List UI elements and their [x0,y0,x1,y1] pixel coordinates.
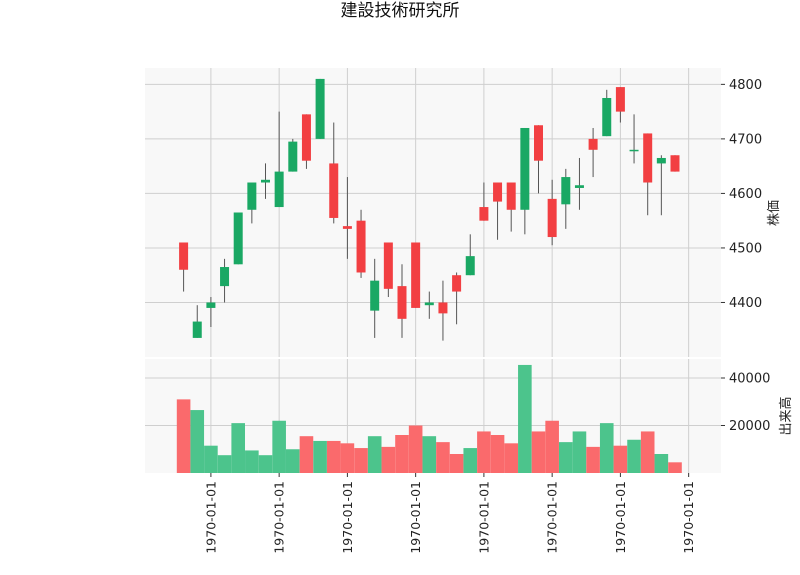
volume-bar [586,446,600,473]
volume-bar [463,448,478,473]
volume-bar [176,399,191,473]
candle-body [506,182,516,210]
volume-tick-label: 40000 [729,372,770,387]
volume-bar [299,436,314,473]
price-tick-label: 4600 [729,187,762,202]
volume-tick-label: 20000 [729,419,770,434]
volume-bar [572,431,587,473]
candle-body [465,256,475,276]
candle-body [670,155,680,172]
candle-body [274,171,284,208]
volume-bar [654,454,669,473]
date-tick-label: 1970-01-01 [613,481,628,554]
volume-bar [613,445,628,473]
volume-bar [436,442,450,473]
candle-body [629,149,639,152]
candle-body [261,179,270,183]
volume-bar [422,436,437,473]
candle-body [438,302,448,314]
candle-body [315,78,325,139]
date-tick-label: 1970-01-01 [681,481,696,554]
date-tick-label: 1970-01-01 [476,481,491,554]
price-tick-label: 4800 [729,78,762,93]
candle-body [397,286,407,319]
volume-bar [272,420,286,473]
candle-body [561,177,571,205]
volume-bar [204,445,218,473]
volume-axis-label: 出来高 [778,396,794,435]
volume-axis-ticks: 20000 40000 [721,372,770,434]
price-tick-label: 4400 [729,296,762,311]
price-axis-label: 株価 [767,200,782,226]
candle-body [288,141,298,172]
volume-bar [395,435,409,473]
candle-body [574,185,584,188]
volume-bar [258,455,273,473]
candle-body [534,125,543,161]
date-tick-label: 1970-01-01 [545,481,560,554]
candle-body [493,182,503,202]
volume-bar [354,448,368,473]
candle-body [479,207,489,221]
candle-body [656,157,666,164]
volume-bar [477,431,491,473]
volume-bar [286,449,300,473]
candle-body [192,321,202,338]
candle-body [206,302,216,308]
volume-bar [518,364,532,473]
volume-bar [217,455,232,473]
candle-body [643,133,653,183]
candle-body [370,280,380,311]
price-panel [145,68,721,357]
volume-bar [627,439,641,473]
volume-bar [559,442,573,473]
candle-body [383,242,393,289]
candle-body [411,242,421,308]
volume-bars [176,364,682,473]
candles [179,78,680,341]
volume-bar [504,443,518,473]
volume-bar [190,410,205,473]
candle-body [301,114,311,161]
volume-bar [245,450,259,473]
volume-bar [340,443,355,473]
candle-body [602,97,612,137]
candle-body [220,267,230,287]
date-tick-label: 1970-01-01 [340,481,355,554]
volume-bar [381,446,396,473]
date-axis-ticks: 1970-01-01 1970-01-01 1970-01-01 1970-01-01… [203,473,696,554]
price-tick-label: 4700 [729,132,762,147]
candle-body [179,242,189,270]
candle-body [356,220,366,273]
volume-bar [599,423,614,473]
volume-bar [326,440,341,473]
candle-body [452,275,462,292]
volume-bar [490,435,505,473]
volume-bar [367,436,382,473]
candle-body [233,212,243,265]
volume-bar [449,454,464,473]
price-axis-ticks: 4400 4500 4600 4700 4800 [721,78,762,311]
volume-bar [531,431,546,473]
candle-body [247,182,257,210]
volume-bar [313,440,327,473]
volume-bar [408,425,423,473]
date-tick-label: 1970-01-01 [272,481,287,554]
volume-bar [640,431,655,473]
date-tick-label: 1970-01-01 [203,481,218,554]
candle-body [615,87,625,112]
chart-title: 建設技術研究所 [341,1,460,21]
candle-body [520,127,530,210]
candle-body [424,302,434,306]
date-tick-label: 1970-01-01 [408,481,423,554]
volume-bar [668,462,682,473]
price-tick-label: 4500 [729,241,762,256]
candle-body [342,226,352,229]
volume-bar [545,420,559,473]
volume-bar [231,423,245,473]
candle-body [547,198,557,238]
candle-body [329,163,339,218]
candle-body [588,138,598,150]
